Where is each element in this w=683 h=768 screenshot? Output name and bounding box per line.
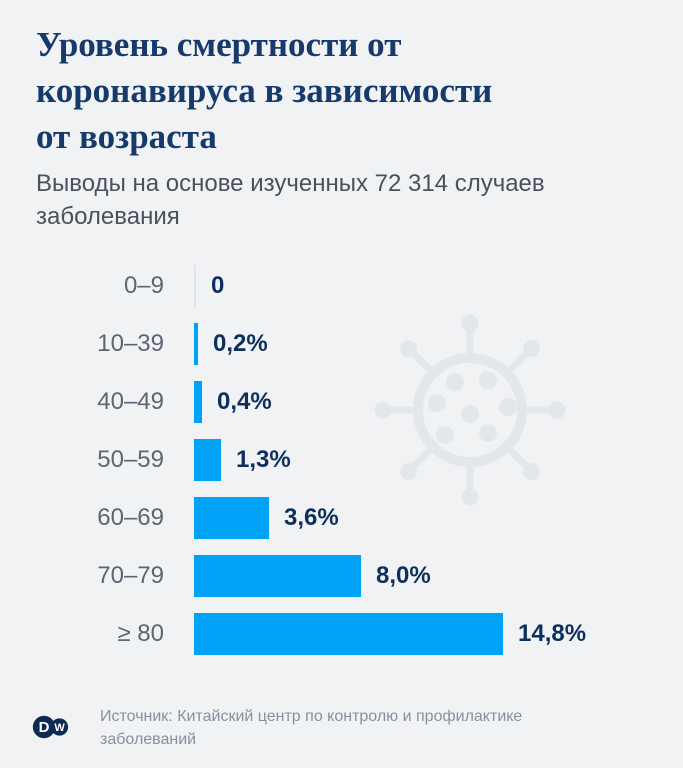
- bar: [194, 323, 198, 365]
- value-label: 1,3%: [236, 446, 291, 473]
- chart-row: 0–9 0: [36, 257, 586, 315]
- bar: [194, 381, 202, 423]
- bar: [194, 613, 503, 655]
- bar: [194, 439, 221, 481]
- source-text: Источник: Китайский центр по контролю и …: [100, 708, 523, 748]
- coronavirus-icon: [374, 314, 566, 506]
- category-label: 60–69: [97, 504, 164, 531]
- chart-rows: 0–9 0 10–39 0,2% 40–49 0,4% 50–59 1,3% 60–69 3,6%…: [36, 257, 586, 663]
- category-label: 50–59: [97, 446, 164, 473]
- category-label: 40–49: [97, 388, 164, 415]
- value-label: 0: [211, 272, 225, 299]
- dw-logo-letter-w: W: [54, 722, 65, 734]
- page-title: Уровень смертности от коронавируса в зав…: [36, 25, 493, 156]
- value-label: 8,0%: [376, 562, 431, 589]
- chart-row: 10–39 0,2%: [36, 315, 586, 373]
- chart-row: ≥ 80 14,8%: [36, 605, 586, 663]
- dw-logo-letter-d: D: [39, 719, 50, 736]
- zero-axis-line: [194, 265, 196, 307]
- chart-row: 40–49 0,4%: [36, 373, 586, 431]
- chart-row: 70–79 8,0%: [36, 547, 586, 605]
- page-subtitle: Выводы на основе изученных 72 314 случае…: [36, 170, 545, 230]
- chart-row: 60–69 3,6%: [36, 489, 586, 547]
- bar: [194, 555, 361, 597]
- dw-logo: D W: [32, 715, 69, 739]
- bar: [194, 497, 269, 539]
- chart-row: 50–59 1,3%: [36, 431, 586, 489]
- value-label: 0,4%: [217, 388, 272, 415]
- bar-chart: 0–9 0 10–39 0,2% 40–49 0,4% 50–59 1,3% 60–69 3,6%…: [36, 257, 586, 663]
- category-label: ≥ 80: [117, 620, 164, 647]
- value-label: 3,6%: [284, 504, 339, 531]
- value-label: 0,2%: [213, 330, 268, 357]
- value-label: 14,8%: [518, 620, 587, 647]
- category-label: 10–39: [97, 330, 164, 357]
- category-label: 70–79: [97, 562, 164, 589]
- category-label: 0–9: [123, 272, 164, 299]
